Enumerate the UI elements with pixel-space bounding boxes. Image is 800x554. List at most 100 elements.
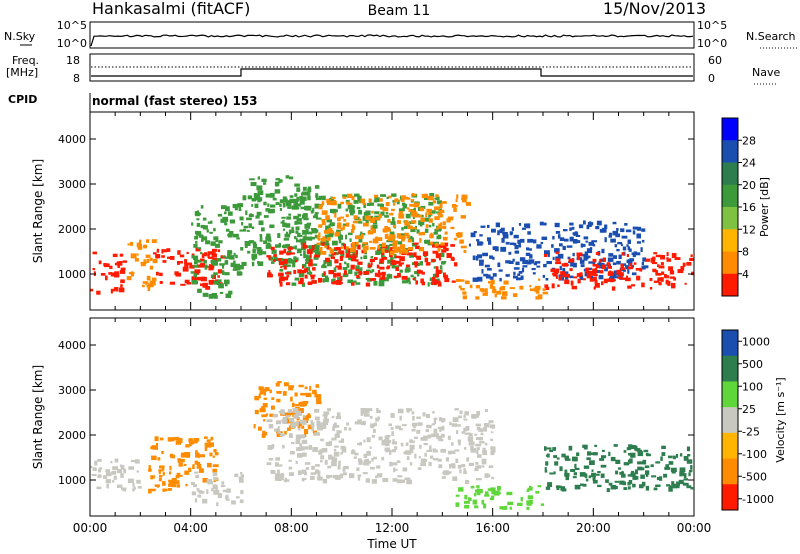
- scatter-cell: [235, 254, 238, 259]
- scatter-cell: [213, 449, 217, 453]
- scatter-cell: [269, 208, 275, 214]
- colorbar-segment: [722, 273, 738, 297]
- scatter-cell: [258, 220, 264, 226]
- scatter-cell: [400, 199, 405, 202]
- scatter-cell: [193, 273, 197, 278]
- scatter-cell: [436, 211, 441, 214]
- scatter-cell: [414, 436, 418, 439]
- scatter-cell: [186, 282, 192, 285]
- scatter-cell: [489, 255, 493, 259]
- scatter-cell: [171, 477, 177, 483]
- scatter-cell: [390, 413, 395, 418]
- scatter-cell: [482, 252, 488, 257]
- scatter-cell: [595, 473, 600, 476]
- scatter-cell: [521, 227, 526, 230]
- scatter-cell: [392, 242, 398, 246]
- scatter-cell: [321, 448, 328, 453]
- scatter-cell: [335, 231, 340, 237]
- scatter-cell: [145, 254, 151, 258]
- scatter-cell: [626, 447, 631, 451]
- scatter-cell: [263, 397, 268, 400]
- scatter-cell: [362, 201, 366, 206]
- scatter-cell: [184, 452, 191, 456]
- scatter-cell: [401, 239, 405, 242]
- scatter-cell: [332, 208, 337, 214]
- scatter-cell: [292, 408, 299, 413]
- scatter-cell: [604, 280, 608, 284]
- x-tick-label: 16:00: [475, 521, 510, 535]
- scatter-cell: [396, 479, 402, 484]
- scatter-cell: [442, 221, 446, 226]
- scatter-cell: [213, 272, 218, 276]
- scatter-cell: [546, 454, 549, 457]
- scatter-cell: [490, 451, 495, 456]
- scatter-cell: [366, 450, 371, 456]
- scatter-cell: [463, 249, 467, 253]
- scatter-cell: [351, 205, 355, 209]
- scatter-cell: [330, 208, 334, 214]
- scatter-cell: [420, 217, 425, 222]
- scatter-cell: [386, 440, 390, 443]
- scatter-cell: [466, 457, 470, 461]
- scatter-cell: [205, 264, 208, 269]
- scatter-cell: [200, 278, 204, 282]
- scatter-cell: [339, 216, 345, 219]
- scatter-cell: [485, 491, 489, 495]
- colorbar-tick-label: -25: [742, 425, 760, 438]
- scatter-cell: [586, 225, 590, 230]
- scatter-cell: [142, 284, 145, 288]
- scatter-cell: [557, 253, 564, 259]
- scatter-cell: [434, 242, 438, 247]
- scatter-cell: [591, 469, 594, 472]
- scatter-cell: [479, 441, 485, 444]
- scatter-cell: [309, 254, 312, 258]
- scatter-cell: [562, 273, 568, 278]
- scatter-cell: [194, 259, 200, 263]
- scatter-cell: [363, 454, 368, 458]
- scatter-cell: [211, 253, 217, 258]
- scatter-cell: [503, 280, 509, 285]
- scatter-cell: [520, 496, 523, 502]
- scatter-cell: [191, 491, 197, 496]
- scatter-cell: [633, 251, 637, 256]
- colorbar-segment: [722, 140, 738, 163]
- scatter-cell: [457, 232, 463, 237]
- scatter-cell: [355, 282, 361, 285]
- scatter-cell: [425, 459, 428, 462]
- scatter-cell: [450, 450, 456, 454]
- scatter-cell: [460, 288, 465, 291]
- scatter-cell: [292, 402, 295, 408]
- scatter-cell: [589, 460, 595, 465]
- scatter-cell: [343, 270, 347, 275]
- scatter-cell: [564, 238, 569, 242]
- scatter-cell: [312, 263, 318, 266]
- scatter-cell: [393, 254, 397, 259]
- scatter-cell: [348, 202, 353, 205]
- scatter-cell: [263, 182, 267, 185]
- scatter-cell: [239, 229, 246, 232]
- scatter-cell: [420, 463, 426, 467]
- scatter-cell: [319, 247, 323, 252]
- scatter-cell: [628, 446, 632, 450]
- scatter-cell: [529, 485, 532, 491]
- scatter-cell: [606, 488, 610, 493]
- scatter-cell: [297, 222, 303, 225]
- scatter-cell: [297, 213, 301, 217]
- scatter-cell: [384, 234, 388, 239]
- scatter-cell: [457, 464, 462, 469]
- scatter-cell: [304, 386, 308, 390]
- scatter-cell: [251, 198, 257, 202]
- scatter-cell: [166, 248, 171, 252]
- scatter-cell: [392, 462, 398, 466]
- scatter-cell: [263, 215, 269, 218]
- scatter-cell: [393, 467, 396, 473]
- scatter-cell: [458, 487, 464, 492]
- scatter-cell: [324, 459, 328, 465]
- scatter-cell: [366, 437, 371, 443]
- scatter-cell: [435, 253, 441, 259]
- scatter-cell: [348, 269, 353, 275]
- x-tick-label: 08:00: [274, 521, 309, 535]
- scatter-cell: [332, 426, 335, 432]
- scatter-cell: [191, 222, 194, 226]
- scatter-cell: [302, 414, 306, 418]
